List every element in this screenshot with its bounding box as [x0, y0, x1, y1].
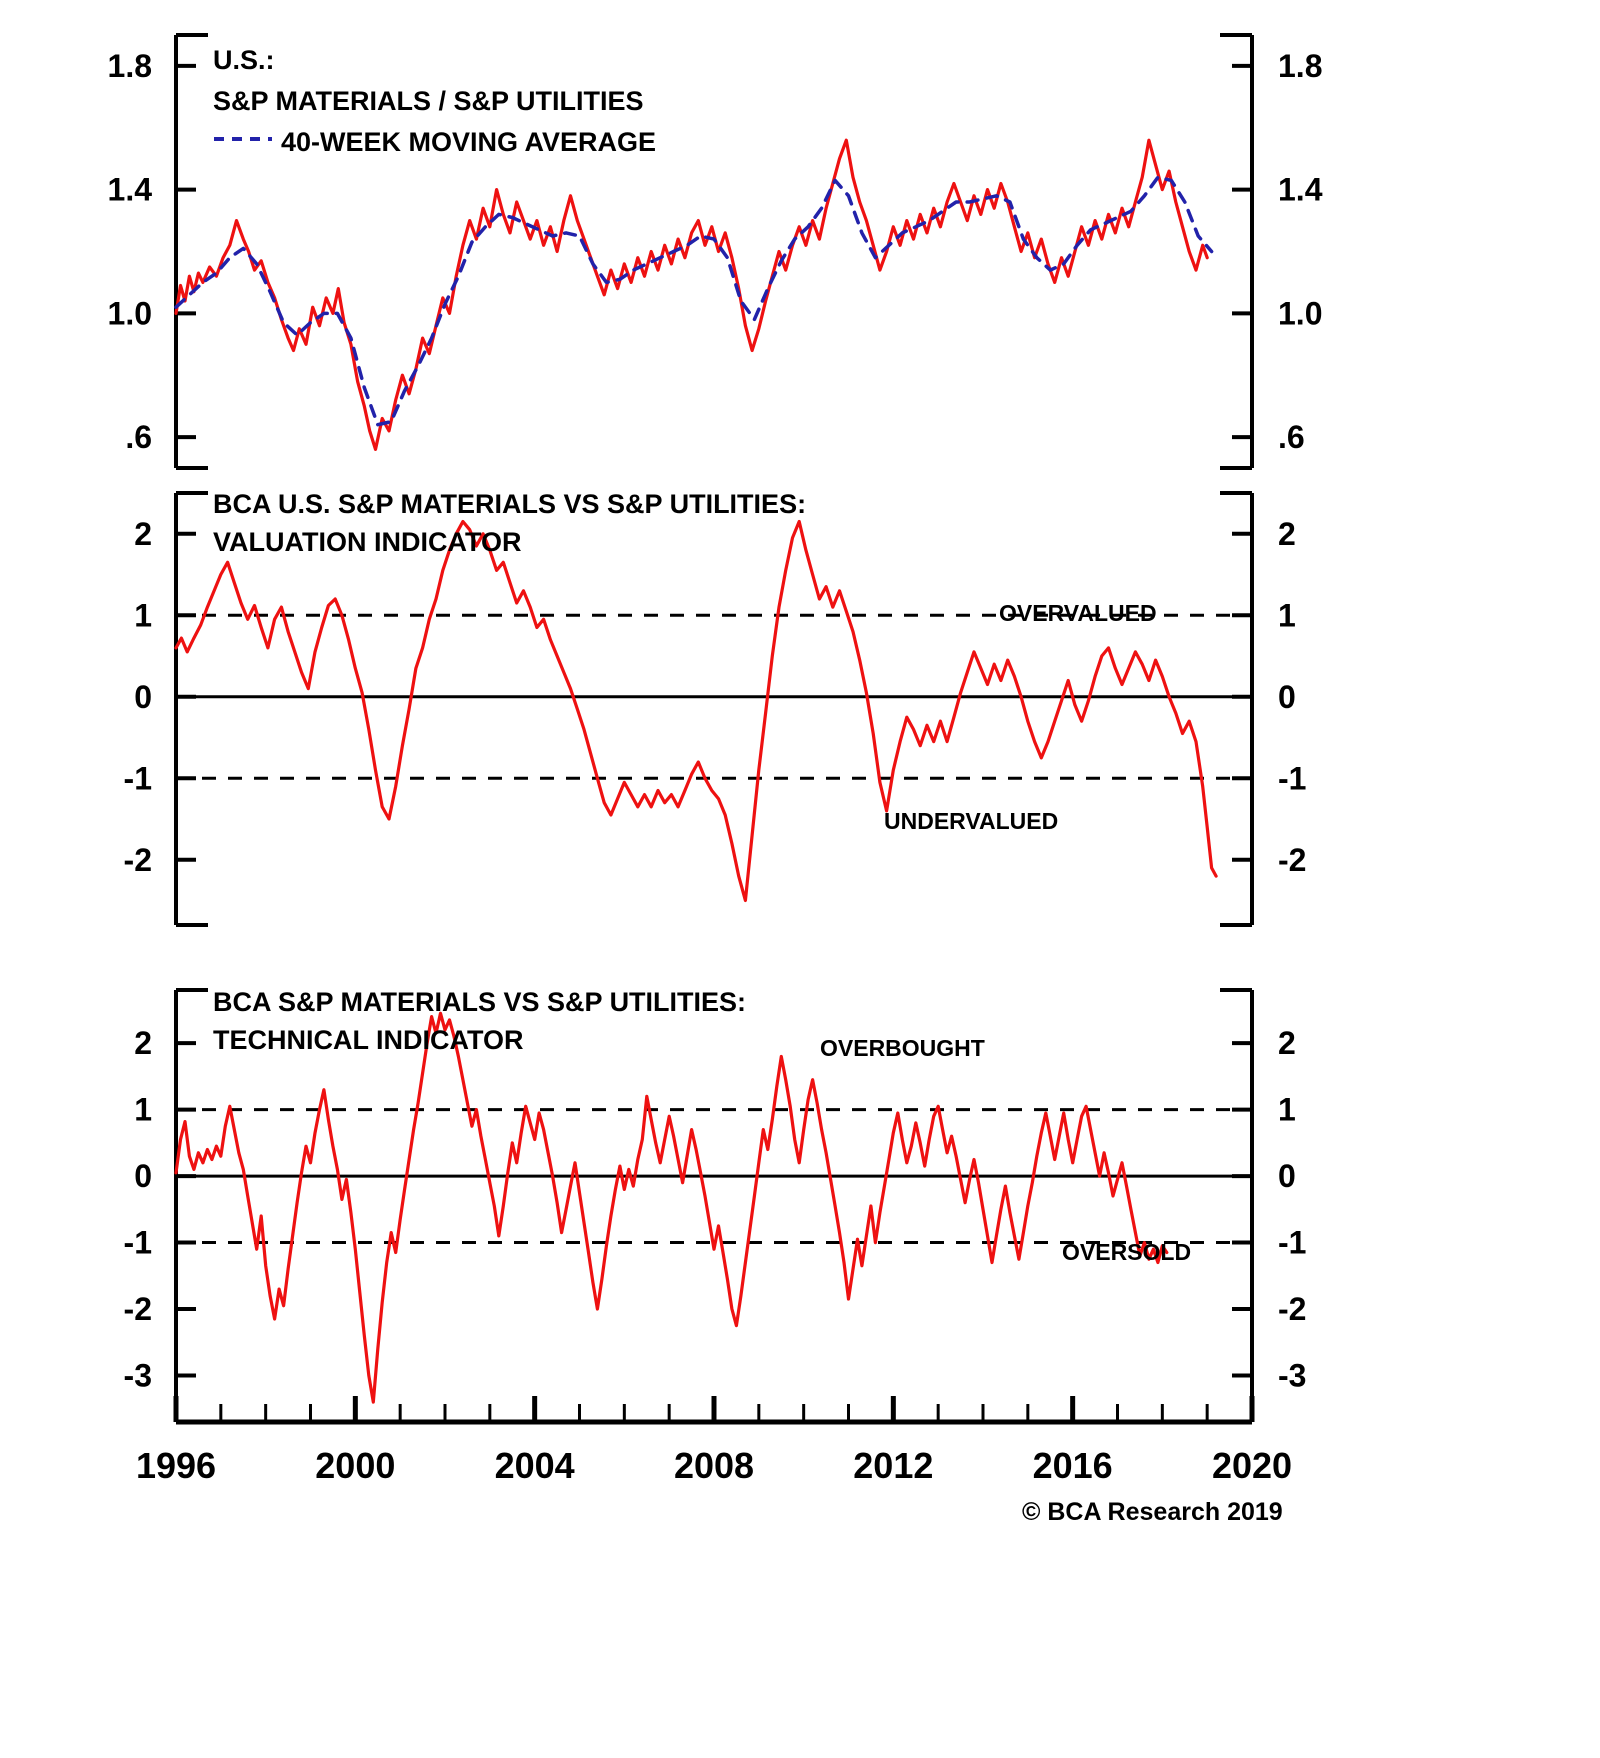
series-line [174, 519, 1218, 903]
ytick-left: 1.0 [108, 295, 152, 331]
ytick-left: -3 [124, 1357, 152, 1393]
ytick-right: 1 [1278, 1092, 1296, 1128]
ytick-right: 1 [1278, 597, 1296, 633]
xtick-label: 1996 [136, 1445, 216, 1486]
series-line [174, 1011, 1169, 1404]
ytick-right: 2 [1278, 1025, 1296, 1061]
ytick-left: 1 [134, 597, 152, 633]
ytick-left: 0 [134, 679, 152, 715]
ytick-left: 1.4 [108, 172, 153, 208]
ytick-left: .6 [125, 419, 152, 455]
ytick-right: 1.8 [1278, 48, 1322, 84]
ytick-right: 1.4 [1278, 172, 1323, 208]
ytick-right: .6 [1278, 419, 1305, 455]
panel-2: 2 2 1 1 0 0 -1 -1 -2 -2 [124, 491, 1306, 927]
ytick-right: -3 [1278, 1357, 1306, 1393]
ytick-left: -1 [124, 1225, 152, 1261]
panel-3: 2 2 1 1 0 0 -1 -1 -2 -2 -3 -3 [124, 988, 1306, 1424]
series-line [174, 175, 1214, 427]
ytick-left: 1.8 [108, 48, 152, 84]
xtick-label: 2008 [674, 1445, 754, 1486]
xtick-label: 2020 [1212, 1445, 1292, 1486]
series-line [174, 138, 1209, 451]
ytick-left: -2 [124, 842, 152, 878]
ytick-right: -2 [1278, 1291, 1306, 1327]
ytick-left: -1 [124, 760, 152, 796]
xtick-label: 2016 [1033, 1445, 1113, 1486]
xtick-label: 2012 [853, 1445, 933, 1486]
ytick-right: -1 [1278, 760, 1306, 796]
ytick-left: 0 [134, 1158, 152, 1194]
ytick-right: 0 [1278, 679, 1296, 715]
ytick-right: -2 [1278, 842, 1306, 878]
ytick-right: 1.0 [1278, 295, 1322, 331]
ytick-left: 2 [134, 516, 152, 552]
ytick-right: 0 [1278, 1158, 1296, 1194]
ytick-right: 2 [1278, 516, 1296, 552]
ytick-left: 2 [134, 1025, 152, 1061]
ytick-right: -1 [1278, 1225, 1306, 1261]
panel-1: 1.8 1.8 1.4 1.4 1.0 1.0 .6 .6 [108, 33, 1323, 470]
xtick-label: 2000 [315, 1445, 395, 1486]
ytick-left: -2 [124, 1291, 152, 1327]
xtick-label: 2004 [495, 1445, 575, 1486]
ytick-left: 1 [134, 1092, 152, 1128]
